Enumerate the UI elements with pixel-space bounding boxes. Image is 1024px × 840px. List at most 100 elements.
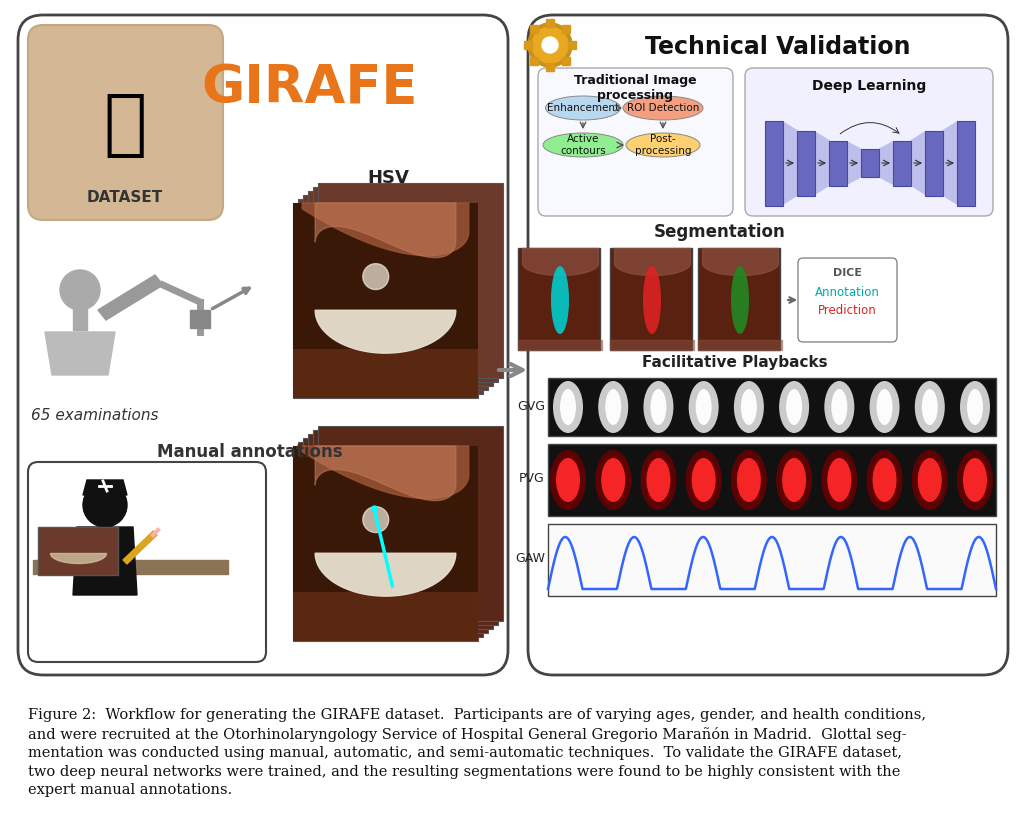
Bar <box>861 149 879 177</box>
Ellipse shape <box>601 458 626 502</box>
Text: 🦒: 🦒 <box>103 91 146 160</box>
Bar <box>73 308 87 330</box>
FancyBboxPatch shape <box>298 198 482 393</box>
Text: Post-
processing: Post- processing <box>635 134 691 155</box>
Ellipse shape <box>560 389 575 425</box>
Circle shape <box>528 23 572 67</box>
Ellipse shape <box>595 450 631 510</box>
Circle shape <box>362 264 389 290</box>
FancyBboxPatch shape <box>317 426 503 621</box>
Text: Figure 2:  Workflow for generating the GIRAFE dataset.  Participants are of vary: Figure 2: Workflow for generating the GI… <box>28 708 926 797</box>
Ellipse shape <box>869 381 899 433</box>
FancyBboxPatch shape <box>302 195 487 390</box>
Polygon shape <box>98 275 163 320</box>
Ellipse shape <box>821 450 857 510</box>
Ellipse shape <box>831 389 847 425</box>
Bar <box>548 444 996 516</box>
Text: Technical Validation: Technical Validation <box>645 35 910 59</box>
Text: Facilitative Playbacks: Facilitative Playbacks <box>642 355 827 370</box>
Bar <box>524 41 532 49</box>
Circle shape <box>362 507 389 533</box>
Ellipse shape <box>911 450 948 510</box>
Ellipse shape <box>779 381 809 433</box>
Bar <box>925 130 943 196</box>
Circle shape <box>60 270 100 310</box>
Text: Traditional Image
processing: Traditional Image processing <box>574 74 696 102</box>
FancyBboxPatch shape <box>28 462 266 662</box>
Circle shape <box>532 27 568 63</box>
Text: Segmentation: Segmentation <box>654 223 785 241</box>
Text: ROI Detection: ROI Detection <box>627 103 699 113</box>
Bar <box>518 248 600 350</box>
Ellipse shape <box>546 96 621 120</box>
Ellipse shape <box>731 266 749 334</box>
Bar <box>957 120 975 206</box>
FancyBboxPatch shape <box>293 445 477 640</box>
Bar <box>190 310 210 328</box>
Ellipse shape <box>605 389 622 425</box>
Bar <box>797 130 815 196</box>
Bar <box>698 248 780 350</box>
Ellipse shape <box>961 381 990 433</box>
Bar <box>893 140 911 186</box>
Bar <box>293 445 477 640</box>
Ellipse shape <box>598 381 628 433</box>
FancyBboxPatch shape <box>307 191 493 386</box>
Ellipse shape <box>872 458 897 502</box>
Ellipse shape <box>695 389 712 425</box>
Ellipse shape <box>551 266 569 334</box>
Circle shape <box>83 483 127 527</box>
Circle shape <box>542 37 558 53</box>
Text: DICE: DICE <box>833 268 861 278</box>
Ellipse shape <box>643 381 674 433</box>
Bar <box>548 378 996 436</box>
Bar <box>546 19 554 27</box>
Ellipse shape <box>776 450 812 510</box>
Bar <box>568 41 575 49</box>
Bar <box>530 56 539 65</box>
FancyBboxPatch shape <box>798 258 897 342</box>
Text: HSV: HSV <box>367 169 409 187</box>
Ellipse shape <box>914 381 945 433</box>
Bar <box>530 25 539 34</box>
FancyBboxPatch shape <box>307 433 493 628</box>
FancyBboxPatch shape <box>312 186 498 381</box>
Text: GAW: GAW <box>515 553 545 565</box>
Bar <box>610 248 692 350</box>
Bar <box>33 560 228 574</box>
Ellipse shape <box>691 458 716 502</box>
Ellipse shape <box>686 450 722 510</box>
Ellipse shape <box>824 381 854 433</box>
Bar <box>293 349 477 397</box>
FancyBboxPatch shape <box>298 442 482 637</box>
Ellipse shape <box>877 389 893 425</box>
Ellipse shape <box>646 458 671 502</box>
Bar <box>548 524 996 596</box>
Text: DATASET: DATASET <box>87 191 163 206</box>
Polygon shape <box>846 140 862 186</box>
Polygon shape <box>942 120 958 206</box>
Text: 65 examinations: 65 examinations <box>32 407 159 423</box>
Ellipse shape <box>623 96 703 120</box>
Ellipse shape <box>918 458 942 502</box>
Ellipse shape <box>963 458 987 502</box>
Ellipse shape <box>734 381 764 433</box>
Polygon shape <box>83 480 127 495</box>
FancyBboxPatch shape <box>293 202 477 397</box>
Polygon shape <box>814 130 830 196</box>
Ellipse shape <box>957 450 993 510</box>
Text: Annotation: Annotation <box>814 286 880 298</box>
FancyBboxPatch shape <box>312 429 498 624</box>
Ellipse shape <box>967 389 983 425</box>
Ellipse shape <box>556 458 580 502</box>
Ellipse shape <box>550 450 586 510</box>
Text: Manual annotations: Manual annotations <box>158 443 343 461</box>
Polygon shape <box>45 332 115 375</box>
FancyBboxPatch shape <box>317 182 503 377</box>
Ellipse shape <box>553 381 583 433</box>
Polygon shape <box>73 527 137 595</box>
Text: GIRAFE: GIRAFE <box>202 62 418 114</box>
Bar <box>293 202 477 397</box>
Bar <box>765 120 783 206</box>
Text: PVG: PVG <box>519 472 545 486</box>
